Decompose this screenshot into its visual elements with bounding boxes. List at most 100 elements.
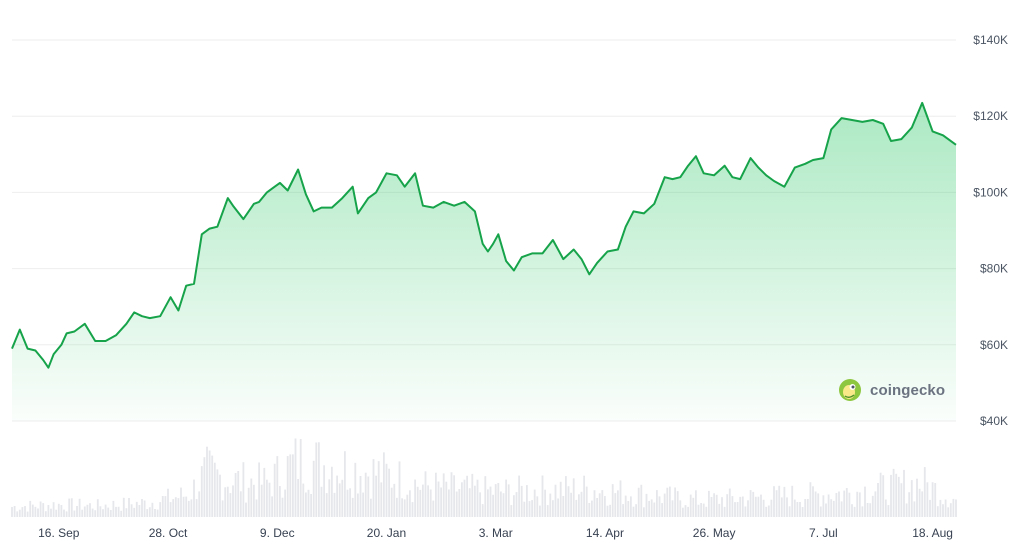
volume-bar <box>216 469 219 517</box>
volume-bar <box>94 510 97 517</box>
volume-bar <box>507 484 510 517</box>
volume-bar <box>565 476 567 517</box>
volume-bar <box>611 484 614 517</box>
x-tick-label: 16. Sep <box>38 526 80 540</box>
volume-bar <box>463 479 466 517</box>
volume-bar <box>427 485 429 517</box>
volume-bar <box>96 499 99 517</box>
volume-bar <box>557 498 559 517</box>
volume-bar <box>484 476 487 517</box>
volume-bar <box>793 499 796 517</box>
volume-bar <box>840 501 843 517</box>
volume-bar <box>747 500 749 517</box>
volume-bar <box>580 491 583 517</box>
volume-bar <box>450 472 453 517</box>
volume-bar <box>268 482 271 517</box>
volume-bar <box>122 497 125 517</box>
volume-bar <box>822 495 825 517</box>
volume-bar <box>882 475 885 517</box>
volume-bar <box>396 497 398 517</box>
volume-bar <box>307 489 310 517</box>
volume-bar <box>401 498 403 517</box>
volume-bar <box>575 499 578 517</box>
volume-bar <box>359 476 362 517</box>
volume-bar <box>63 509 65 517</box>
volume-bar <box>601 490 604 517</box>
volume-bar <box>481 504 484 517</box>
volume-bar <box>520 485 523 517</box>
volume-bar <box>669 486 671 517</box>
volume-bar <box>492 494 494 517</box>
volume-bar <box>284 489 286 517</box>
volume-bar <box>65 511 68 517</box>
volume-bar <box>128 498 130 517</box>
x-tick-label: 20. Jan <box>367 526 406 540</box>
volume-bar <box>624 495 627 517</box>
volume-bar <box>934 483 937 517</box>
volume-bar <box>89 503 91 517</box>
volume-bar <box>500 491 502 517</box>
volume-bar <box>825 503 827 517</box>
volume-bar <box>474 485 476 517</box>
x-tick-label: 18. Aug <box>912 526 953 540</box>
volume-bar <box>923 467 926 517</box>
volume-bar <box>528 501 531 517</box>
volume-bar <box>827 494 830 517</box>
volume-bar <box>843 490 846 517</box>
volume-bar <box>292 454 294 517</box>
volume-bar <box>437 481 440 517</box>
volume-bar <box>570 492 572 517</box>
volume-bar <box>193 479 195 517</box>
volume-bar <box>239 491 242 517</box>
volume-bar <box>385 463 388 517</box>
volume-bar <box>676 491 679 517</box>
volume-bar <box>658 496 661 517</box>
volume-bar <box>541 475 544 517</box>
volume-bar <box>835 493 838 517</box>
volume-bar <box>708 490 710 517</box>
volume-bar <box>955 499 957 517</box>
volume-bar <box>596 498 598 517</box>
volume-bar <box>70 498 73 517</box>
volume-bar <box>31 504 34 517</box>
volume-bar <box>910 480 913 517</box>
volume-bar <box>138 505 141 517</box>
volume-bar <box>838 491 840 517</box>
y-tick-label: $60K <box>980 338 1008 352</box>
volume-bar <box>760 494 762 517</box>
volume-bar <box>156 509 159 517</box>
volume-bar <box>440 487 442 517</box>
volume-bar <box>767 505 770 517</box>
volume-bar <box>585 486 588 517</box>
volume-bar <box>130 504 133 517</box>
gecko-icon <box>839 379 861 401</box>
volume-bar <box>273 463 276 517</box>
volume-bar <box>11 507 13 517</box>
volume-bar <box>622 504 624 517</box>
volume-bar <box>806 499 809 517</box>
volume-bar <box>271 496 273 517</box>
volume-bar <box>81 509 84 517</box>
volume-bar <box>143 500 146 517</box>
volume-bar <box>370 498 372 517</box>
volume-bar <box>765 506 768 517</box>
volume-bar <box>159 502 162 517</box>
volume-bar <box>44 511 47 517</box>
volume-bar <box>445 481 448 517</box>
volume-bar <box>29 500 32 517</box>
volume-bar <box>812 486 814 517</box>
volume-bar <box>476 479 479 517</box>
x-tick-label: 9. Dec <box>260 526 295 540</box>
volume-bar <box>310 494 312 517</box>
volume-bar <box>146 509 149 517</box>
volume-bar <box>99 506 102 517</box>
volume-bar <box>892 468 895 517</box>
volume-bar <box>869 503 872 517</box>
volume-bar <box>939 499 942 517</box>
volume-bar <box>471 473 474 517</box>
x-tick-label: 28. Oct <box>149 526 188 540</box>
volume-bar <box>135 501 138 517</box>
volume-bar <box>206 446 208 517</box>
volume-bar <box>721 497 723 517</box>
